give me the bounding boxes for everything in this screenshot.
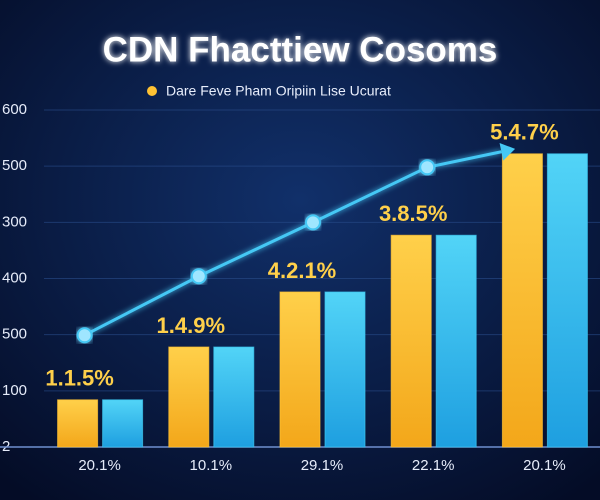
bar [279, 291, 321, 448]
bar [168, 346, 210, 448]
y-tick-label: 300 [2, 213, 27, 230]
data-annotation: 4.2.1% [268, 258, 337, 283]
y-tick-label: 500 [2, 326, 27, 343]
y-tick-label: 100 [2, 382, 27, 399]
y-tick-label: 600 [2, 101, 27, 118]
bar [324, 291, 366, 448]
data-annotation: 1.4.9% [157, 313, 226, 338]
x-tick-label: 29.1% [301, 457, 344, 474]
bar [213, 346, 255, 448]
x-tick-label: 10.1% [190, 457, 233, 474]
x-tick-label: 20.1% [78, 457, 121, 474]
data-annotation: 5.4.7% [490, 120, 559, 145]
chart-title: CDN Fhacttiew Cosoms [103, 30, 498, 69]
trend-point [76, 327, 93, 344]
legend-label: Dare Feve Pham Oripiin Lise Ucurat [166, 83, 391, 99]
bar [57, 399, 99, 448]
data-annotation: 3.8.5% [379, 201, 448, 226]
y-tick-label: 400 [2, 269, 27, 286]
x-tick-label: 20.1% [523, 457, 566, 474]
bar [390, 234, 432, 448]
trend-arrow [499, 142, 516, 161]
x-tick-label: 22.1% [412, 457, 455, 474]
trend-point [419, 159, 436, 176]
bar [435, 234, 477, 448]
bar [501, 153, 543, 448]
trend-point [305, 214, 321, 231]
y-tick-label: 500 [2, 157, 27, 174]
trend-point [190, 268, 207, 285]
bar [546, 153, 588, 448]
legend-swatch [147, 86, 157, 96]
data-annotation: 1.1.5% [45, 366, 114, 391]
bar [102, 399, 144, 448]
